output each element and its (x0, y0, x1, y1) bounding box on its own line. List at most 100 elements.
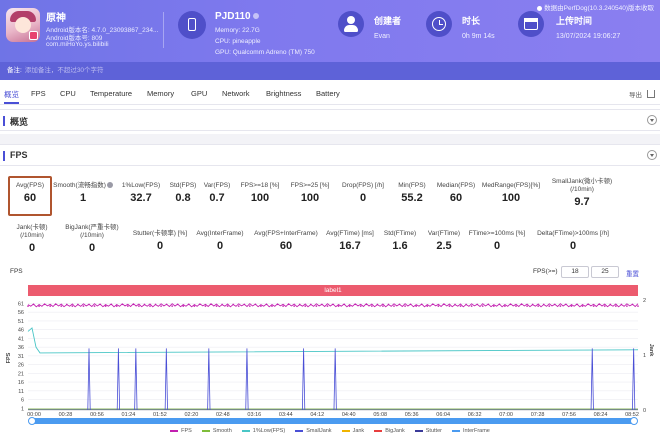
tab-overview[interactable]: 概览 (4, 90, 19, 104)
metric-smalljank: SmallJank(微小卡顿) (/10min) 9.7 (544, 178, 620, 208)
chart-legend: FPS Smooth 1%Low(FPS) SmallJank Jank BigJank S… (0, 428, 660, 436)
x-tick-label: 07:56 (562, 412, 576, 418)
fps-point (226, 305, 229, 307)
x-tick-label: 00:28 (59, 412, 73, 418)
help-icon[interactable] (106, 182, 113, 188)
legend-item[interactable]: 1%Low(FPS) (241, 428, 285, 434)
overview-section-header: 概览 (0, 109, 660, 131)
fps-collapse-icon[interactable] (647, 150, 657, 160)
y-tick-label: 21 (18, 371, 24, 377)
x-tick-label: 07:00 (499, 412, 513, 418)
tab-network[interactable]: Network (222, 89, 250, 98)
fps-point (199, 303, 201, 306)
export-icon[interactable] (647, 90, 655, 98)
metric-bigjank: BigJank(严重卡顿) (/10min) 0 (56, 224, 128, 254)
metric-avg-interframe: Avg(InterFrame) 0 (192, 230, 248, 252)
fps-point (548, 305, 551, 307)
tab-cpu[interactable]: CPU (60, 89, 76, 98)
clock-icon (426, 11, 452, 37)
fps-point (581, 305, 584, 307)
metric-label: FPS>=25 [%] (290, 182, 330, 189)
fps-point (160, 305, 162, 307)
legend-swatch (201, 429, 210, 432)
fps-title: FPS (10, 150, 28, 160)
app-icon-face (15, 17, 31, 33)
metric-label: Median(FPS) (436, 182, 476, 189)
fps-point (115, 305, 118, 307)
overview-title: 概览 (10, 117, 29, 127)
fps-point (426, 305, 429, 307)
device-name-text: PJD110 (215, 11, 251, 22)
metric-label: Std(FTime) (383, 230, 417, 237)
export-button[interactable]: 导出 (629, 92, 642, 99)
chart-scrollbar-thumb[interactable] (32, 418, 634, 424)
fps-point (481, 305, 484, 307)
fps-point (315, 305, 318, 307)
fps-point (221, 303, 223, 306)
tab-temperature[interactable]: Temperature (90, 89, 133, 98)
legend-item[interactable]: InterFrame (451, 428, 490, 434)
report-header: 原神 Android版本名: 4.7.0_23093867_234... And… (0, 0, 660, 62)
fps-point (387, 303, 390, 306)
overview-collapse-icon[interactable] (647, 115, 657, 125)
fps-point (365, 303, 368, 306)
smalljank-spike (87, 348, 91, 411)
fps-point (565, 303, 567, 306)
upload-time-value: 13/07/2024 19:06:27 (556, 33, 621, 40)
metric-label-unit: (/10min) (80, 232, 104, 239)
chart-scroll-handle-right[interactable] (630, 417, 638, 425)
x-tick-label: 03:16 (247, 412, 261, 418)
fps-threshold-input-2[interactable]: 25 (591, 266, 619, 278)
y-tick-label: 16 (18, 380, 24, 386)
chart-scroll-handle-left[interactable] (28, 417, 36, 425)
device-info-icon[interactable] (252, 13, 259, 20)
metric-avg-fps-interframe: Avg(FPS+InterFrame) 60 (248, 230, 324, 252)
metric-label-unit: (/10min) (570, 186, 594, 193)
fps-threshold-input-1[interactable]: 18 (561, 266, 589, 278)
legend-item[interactable]: Stutter (414, 428, 442, 434)
tab-memory[interactable]: Memory (147, 89, 175, 98)
metric-value: 0 (493, 240, 501, 252)
tab-brightness[interactable]: Brightness (266, 89, 302, 98)
metric-label: SmallJank(微小卡顿) (551, 178, 613, 185)
legend-item[interactable]: SmallJank (295, 428, 332, 434)
metric-var-fps: Var(FPS) 0.7 (198, 182, 236, 204)
fps-point (143, 303, 146, 306)
metric-label: Drop(FPS) [/h] (342, 182, 384, 189)
metric-value: 100 (501, 192, 521, 204)
fps-point (332, 303, 334, 306)
device-memory: Memory: 22.7G (215, 27, 260, 34)
tab-gpu[interactable]: GPU (191, 89, 208, 98)
metric-smooth: Smooth(流畅指数) 1 (52, 182, 114, 204)
metric-value: 60 (279, 240, 293, 252)
fps-point (82, 305, 85, 307)
fps-point (176, 303, 179, 306)
tab-battery[interactable]: Battery (316, 89, 340, 98)
series-1pct-low-line (27, 327, 639, 354)
fps-point (420, 303, 423, 306)
fps-point (66, 303, 68, 306)
fps-point (321, 303, 323, 306)
metric-label: Avg(InterFrame) (196, 230, 244, 237)
fps-point (437, 305, 440, 307)
legend-item[interactable]: Jank (341, 428, 364, 434)
x-tick-label: 03:44 (279, 412, 293, 418)
fps-point (587, 303, 589, 306)
y-tick-label: 51 (18, 319, 24, 325)
tab-fps[interactable]: FPS (31, 89, 46, 98)
fps-point (293, 305, 295, 307)
legend-item[interactable]: Smooth (201, 428, 232, 434)
device-name: PJD110 (215, 11, 259, 22)
remark-label: 备注: (7, 67, 22, 74)
fps-point (93, 305, 96, 307)
metric-value: 0 (28, 242, 36, 254)
remark-input[interactable]: 添加备注，不超过30个字符 (24, 67, 104, 74)
metric-value: 100 (300, 192, 320, 204)
app-icon (6, 8, 40, 42)
metric-value: 32.7 (130, 192, 152, 204)
legend-item[interactable]: FPS (170, 428, 192, 434)
reset-button[interactable]: 重置 (626, 271, 639, 278)
legend-item[interactable]: BigJank (374, 428, 405, 434)
fps-point (509, 303, 512, 306)
